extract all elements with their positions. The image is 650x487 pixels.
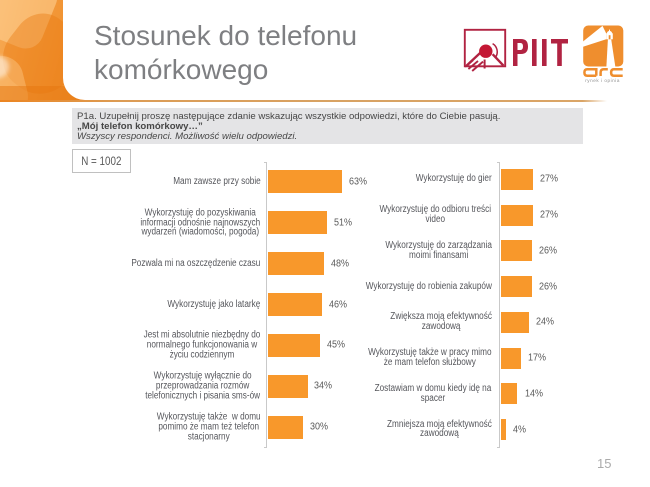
svg-text:rynek i opinia: rynek i opinia [585, 78, 620, 83]
